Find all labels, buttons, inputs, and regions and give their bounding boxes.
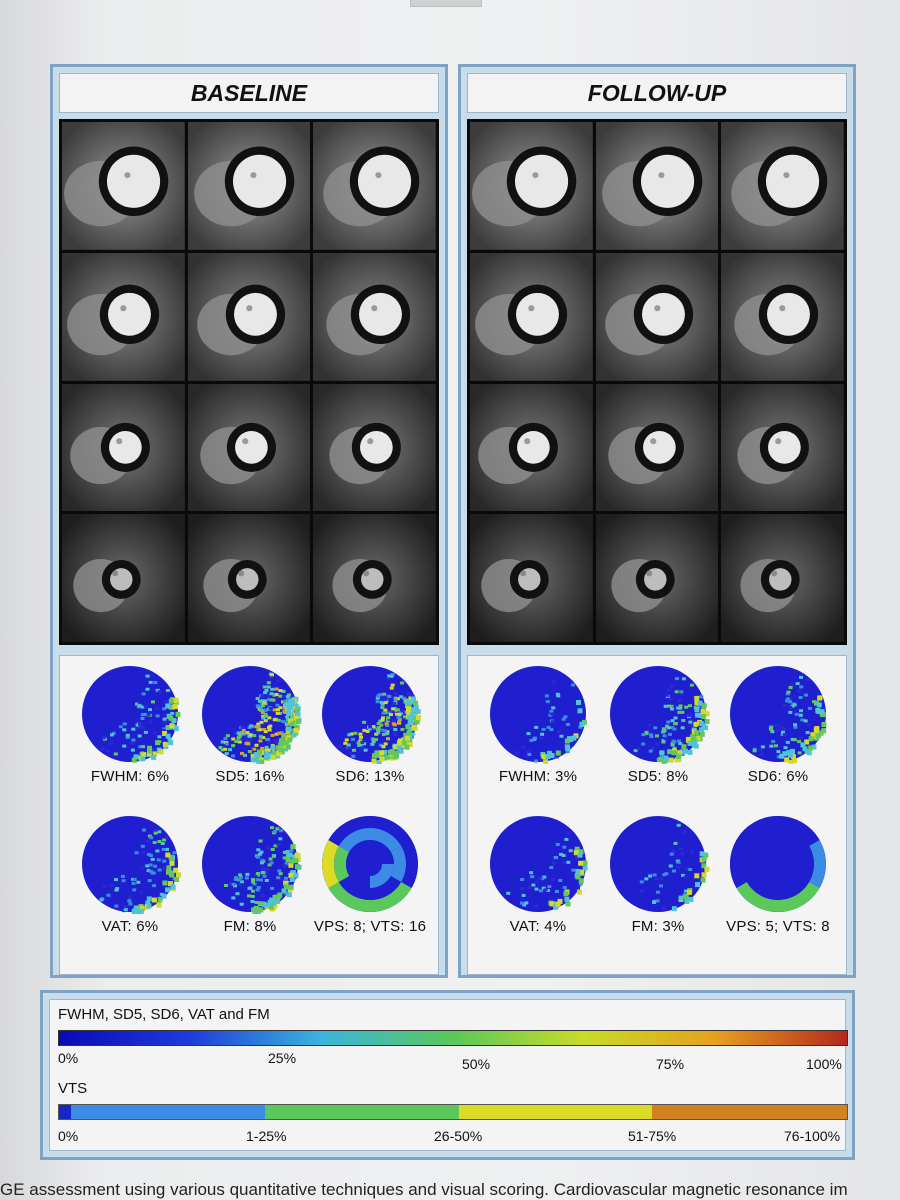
mri-slice-image (62, 122, 185, 250)
mri-slice-image (187, 383, 311, 512)
mri-slice-image (595, 122, 719, 250)
mri-slice-image (595, 252, 719, 381)
mri-slice-image (62, 514, 185, 642)
mri-slice-image (595, 514, 719, 642)
mri-slice-image (470, 383, 593, 512)
continuous-tick: 75% (656, 1056, 685, 1072)
mri-slice-image (62, 252, 185, 381)
vts-segment (70, 1105, 265, 1119)
mri-slice-image (313, 122, 436, 250)
polar-map-label: FM: 8% (223, 918, 277, 935)
mri-slice-image (721, 383, 844, 512)
polar-maps-box: FWHM: 3% SD5: 8% SD6: 6% VAT: 4% FM: 3% VPS: … (467, 655, 847, 975)
polar-map-label: SD5: 16% (215, 768, 285, 785)
polar-map-label: SD5: 8% (627, 768, 689, 785)
top-edge-tab (410, 0, 482, 7)
panel-title: FOLLOW-UP (467, 73, 847, 113)
polar-map: VPS: 5; VTS: 8 (718, 814, 838, 935)
continuous-tick: 0% (58, 1050, 79, 1066)
vts-tick: 0% (58, 1128, 79, 1144)
color-legend-panel: FWHM, SD5, SD6, VAT and FM 0% 25% 50% 75… (40, 990, 855, 1160)
polar-map-label: FM: 3% (631, 918, 685, 935)
continuous-tick: 25% (268, 1050, 297, 1066)
vts-tick: 51-75% (628, 1128, 677, 1144)
polar-map-label: VAT: 6% (101, 918, 159, 935)
polar-map-label: SD6: 13% (335, 768, 405, 785)
polar-map-label: FWHM: 6% (90, 768, 170, 785)
polar-maps-box: FWHM: 6% SD5: 16% SD6: 13% VAT: 6% FM: 8% VPS… (59, 655, 439, 975)
polar-map-label: VPS: 5; VTS: 8 (726, 918, 830, 935)
mri-slice-image (721, 514, 844, 642)
follow-up-panel: FOLLOW-UP (458, 64, 856, 978)
panel-title: BASELINE (59, 73, 439, 113)
vts-colorbar (58, 1104, 848, 1120)
mri-slice-image (62, 383, 185, 512)
polar-map: VAT: 6% (70, 814, 190, 935)
polar-map-label: VPS: 8; VTS: 16 (313, 918, 427, 935)
polar-map: SD6: 6% (718, 664, 838, 785)
mri-slice-image (470, 122, 593, 250)
vts-legend-title: VTS (58, 1080, 88, 1097)
vts-tick: 26-50% (434, 1128, 483, 1144)
mri-slice-image (470, 514, 593, 642)
mri-slice-image (187, 252, 311, 381)
mri-slice-image (313, 514, 436, 642)
polar-map: SD5: 16% (190, 664, 310, 785)
baseline-panel: BASELINE (50, 64, 448, 978)
polar-map: FM: 8% (190, 814, 310, 935)
vts-segment (652, 1105, 847, 1119)
vts-segment (458, 1105, 653, 1119)
vts-tick: 76-100% (784, 1128, 841, 1144)
polar-map: VPS: 8; VTS: 16 (310, 814, 430, 935)
mri-slice-image (721, 122, 844, 250)
polar-map: SD6: 13% (310, 664, 430, 785)
polar-map: FWHM: 6% (70, 664, 190, 785)
figure-caption: GE assessment using various quantitative… (0, 1180, 848, 1199)
polar-map-label: FWHM: 3% (498, 768, 578, 785)
mri-slice-image (595, 383, 719, 512)
polar-map: FWHM: 3% (478, 664, 598, 785)
mri-slice-image (187, 122, 311, 250)
mri-image-grid (467, 119, 847, 645)
vts-segment (59, 1105, 71, 1119)
mri-slice-image (313, 383, 436, 512)
polar-map: FM: 3% (598, 814, 718, 935)
continuous-tick: 100% (806, 1056, 842, 1072)
polar-map: SD5: 8% (598, 664, 718, 785)
vts-tick: 1-25% (246, 1128, 287, 1144)
polar-map: VAT: 4% (478, 814, 598, 935)
polar-map-label: VAT: 4% (509, 918, 567, 935)
legend-inner: FWHM, SD5, SD6, VAT and FM 0% 25% 50% 75… (49, 999, 848, 1151)
vts-segment (264, 1105, 459, 1119)
mri-slice-image (721, 252, 844, 381)
mri-image-grid (59, 119, 439, 645)
continuous-tick: 50% (462, 1056, 491, 1072)
mri-slice-image (470, 252, 593, 381)
mri-slice-image (313, 252, 436, 381)
continuous-legend-title: FWHM, SD5, SD6, VAT and FM (58, 1006, 270, 1023)
polar-map-label: SD6: 6% (747, 768, 809, 785)
mri-slice-image (187, 514, 311, 642)
continuous-colorbar (58, 1030, 848, 1046)
